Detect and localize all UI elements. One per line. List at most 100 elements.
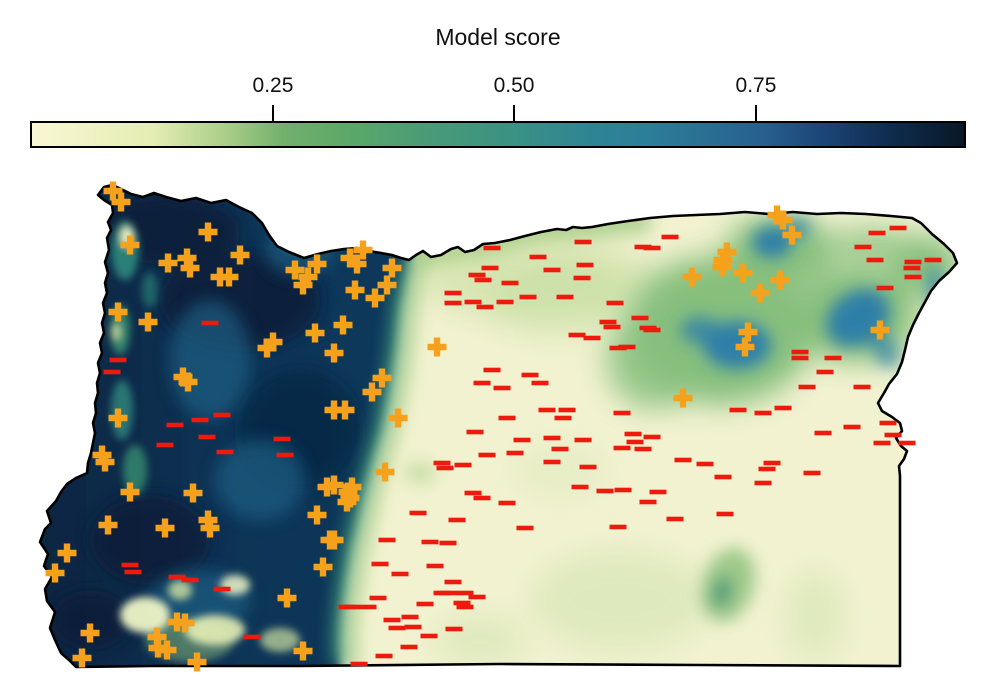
absence-marker: [109, 357, 127, 363]
absence-marker: [596, 488, 614, 494]
absence-marker: [803, 470, 821, 476]
presence-marker: [285, 260, 305, 280]
absence-marker: [613, 445, 631, 451]
absence-marker: [474, 277, 492, 283]
presence-marker: [712, 257, 732, 277]
absence-marker: [543, 459, 561, 465]
terrain-raster: [40, 185, 957, 667]
absence-marker: [543, 267, 561, 273]
presence-marker: [178, 372, 198, 392]
absence-marker: [433, 460, 451, 466]
absence-marker: [483, 245, 501, 251]
absence-marker: [476, 304, 494, 310]
absence-marker: [574, 239, 592, 245]
presence-marker: [177, 248, 197, 268]
absence-marker: [613, 410, 631, 416]
absence-marker: [478, 452, 496, 458]
presence-marker: [317, 477, 337, 497]
absence-marker: [439, 540, 457, 546]
absence-marker: [618, 344, 636, 350]
absence-marker: [816, 369, 834, 375]
absence-marker: [606, 300, 624, 306]
absence-marker: [868, 230, 886, 236]
absence-marker: [824, 355, 842, 361]
presence-marker: [138, 312, 158, 332]
presence-marker: [365, 288, 385, 308]
presence-marker: [735, 337, 755, 357]
absence-marker: [464, 490, 482, 496]
absence-marker: [400, 644, 418, 650]
presence-marker: [770, 270, 790, 290]
absence-marker: [574, 437, 592, 443]
colorbar-tick: [754, 105, 757, 121]
presence-marker: [263, 332, 283, 352]
absence-marker: [774, 405, 792, 411]
absence-marker: [213, 412, 231, 418]
presence-marker: [870, 320, 890, 340]
absence-marker: [729, 407, 747, 413]
absence-marker: [639, 499, 657, 505]
absence-marker: [904, 259, 922, 265]
absence-marker: [661, 234, 679, 240]
absence-marker: [444, 300, 462, 306]
absence-marker: [754, 480, 772, 486]
absence-marker: [191, 417, 209, 423]
absence-marker: [854, 244, 872, 250]
absence-marker: [643, 245, 661, 251]
absence-markers: [103, 225, 942, 667]
absence-marker: [791, 349, 809, 355]
absence-marker: [181, 577, 199, 583]
absence-marker: [468, 594, 486, 600]
presence-marker: [155, 518, 175, 538]
presence-marker: [738, 322, 758, 342]
presence-marker: [200, 518, 220, 538]
absence-marker: [444, 579, 462, 585]
absence-marker: [603, 324, 621, 330]
absence-marker: [571, 484, 589, 490]
presence-marker: [324, 343, 344, 363]
absence-marker: [388, 625, 406, 631]
absence-marker: [121, 562, 139, 568]
presence-marker: [375, 462, 395, 482]
absence-marker: [103, 369, 121, 375]
presence-marker: [362, 382, 382, 402]
presence-marker: [345, 280, 365, 300]
state-border: [38, 183, 959, 669]
absence-marker: [814, 430, 832, 436]
presence-marker: [353, 240, 373, 260]
colorbar-tick-label: 0.50: [493, 74, 535, 97]
absence-marker: [853, 384, 871, 390]
absence-marker: [456, 604, 474, 610]
presence-marker: [313, 557, 333, 577]
absence-marker: [903, 265, 921, 271]
presence-marker: [320, 530, 340, 550]
absence-marker: [634, 446, 652, 452]
absence-marker: [643, 327, 661, 333]
absence-marker: [583, 335, 601, 341]
absence-marker: [426, 563, 444, 569]
presence-marker: [347, 254, 367, 274]
presence-marker: [717, 242, 737, 262]
absence-marker: [350, 661, 368, 667]
absence-marker: [519, 294, 537, 300]
presence-marker: [257, 338, 277, 358]
presence-marker: [95, 452, 115, 472]
absence-marker: [342, 604, 360, 610]
absence-marker: [448, 517, 466, 523]
absence-marker: [898, 440, 916, 446]
absence-marker: [421, 539, 439, 545]
absence-marker: [889, 225, 907, 231]
absence-marker: [513, 437, 531, 443]
absence-marker: [383, 617, 401, 623]
absence-marker: [876, 285, 894, 291]
absence-marker: [538, 407, 556, 413]
absence-marker: [216, 449, 234, 455]
presence-marker: [120, 235, 140, 255]
presence-marker: [219, 267, 239, 287]
absence-marker: [754, 410, 772, 416]
presence-marker: [157, 640, 177, 660]
colorbar-tick: [271, 105, 274, 121]
absence-marker: [481, 265, 499, 271]
presence-marker: [682, 267, 702, 287]
